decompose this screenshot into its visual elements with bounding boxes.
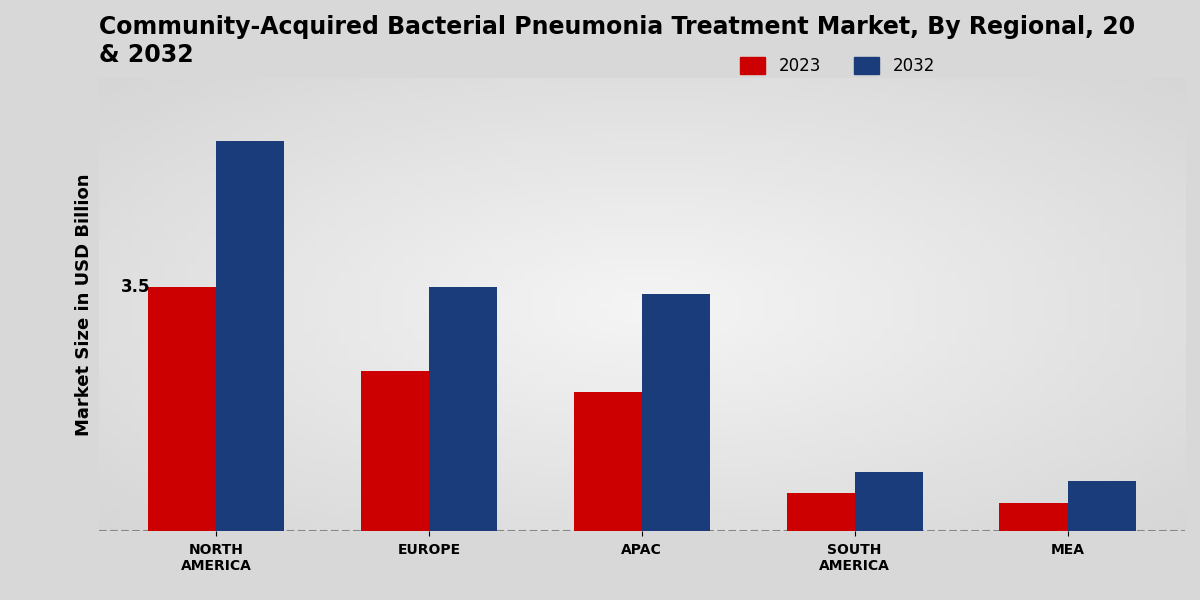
Text: 3.5: 3.5 bbox=[120, 278, 150, 296]
Bar bbox=[361, 371, 428, 531]
Bar bbox=[148, 287, 216, 531]
Y-axis label: Market Size in USD Billion: Market Size in USD Billion bbox=[74, 173, 94, 436]
Legend: 2023, 2032: 2023, 2032 bbox=[733, 50, 941, 82]
Bar bbox=[574, 392, 642, 531]
Bar bbox=[428, 287, 497, 531]
Text: Community-Acquired Bacterial Pneumonia Treatment Market, By Regional, 20
& 2032: Community-Acquired Bacterial Pneumonia T… bbox=[98, 15, 1135, 67]
Bar bbox=[642, 294, 710, 531]
Bar bbox=[1068, 481, 1135, 531]
Bar bbox=[1000, 503, 1068, 531]
Bar bbox=[216, 141, 284, 531]
Bar bbox=[854, 472, 923, 531]
Bar bbox=[786, 493, 854, 531]
